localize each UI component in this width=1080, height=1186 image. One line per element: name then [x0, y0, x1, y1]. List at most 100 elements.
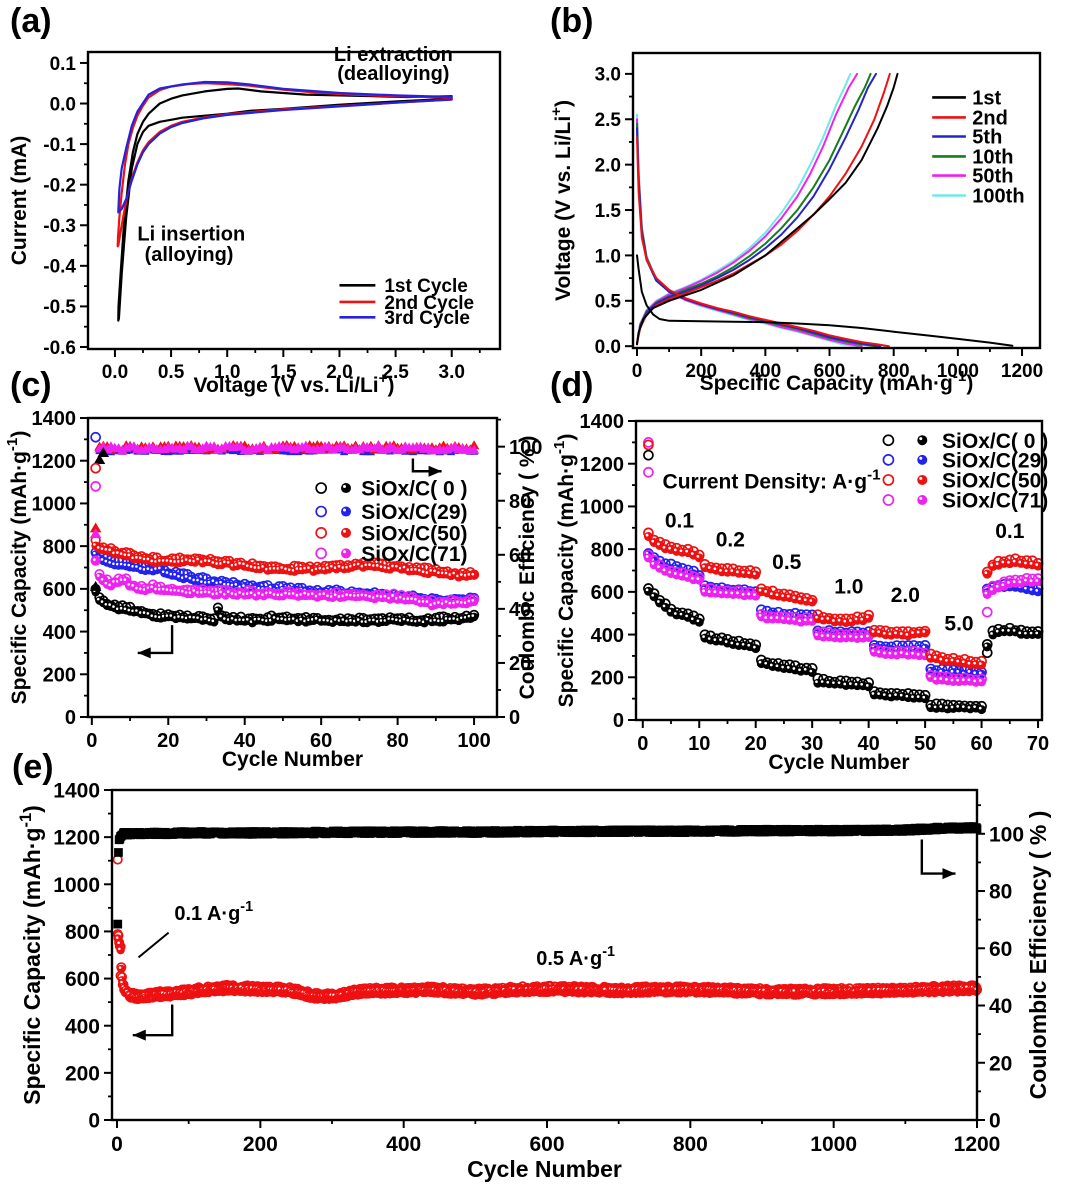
svg-text:SiOx/C(71): SiOx/C(71) — [361, 543, 467, 566]
svg-text:200: 200 — [591, 667, 624, 689]
svg-text:0: 0 — [613, 710, 624, 732]
svg-text:-0.1: -0.1 — [43, 135, 76, 156]
svg-text:80: 80 — [386, 730, 408, 752]
svg-text:Specific Capacity (mAh·g-1​): Specific Capacity (mAh·g-1​) — [16, 805, 45, 1105]
svg-text:Specific Capacity (mAh·g-1​): Specific Capacity (mAh·g-1​) — [700, 368, 974, 395]
svg-text:Voltage (V vs. Li/Li+​): Voltage (V vs. Li/Li+​) — [548, 100, 575, 301]
panel-a-label: (a) — [10, 2, 52, 40]
svg-text:400: 400 — [43, 622, 76, 644]
svg-text:0.5: 0.5 — [595, 292, 622, 313]
svg-text:50th: 50th — [972, 166, 1013, 188]
svg-text:600: 600 — [529, 1133, 564, 1156]
svg-text:600: 600 — [65, 968, 100, 991]
svg-text:1st Cycle: 1st Cycle — [384, 276, 467, 297]
svg-text:1400: 1400 — [32, 408, 77, 430]
svg-text:Current (mA): Current (mA) — [8, 136, 31, 266]
c-axes: 0 20 40 60 80 1000200400600800100012001400020… — [4, 408, 542, 771]
svg-text:Cycle Number: Cycle Number — [222, 748, 363, 771]
svg-text:3rd Cycle: 3rd Cycle — [384, 308, 470, 329]
svg-text:0: 0 — [509, 707, 520, 729]
svg-text:0.0: 0.0 — [595, 337, 621, 358]
svg-text:0.0: 0.0 — [102, 362, 128, 383]
e-series — [112, 822, 983, 1041]
svg-text:600: 600 — [43, 579, 76, 601]
svg-text:Specific Capacity (mAh·g-1​): Specific Capacity (mAh·g-1​) — [4, 431, 31, 705]
panel-d-label: (d) — [550, 366, 594, 404]
svg-text:1000: 1000 — [32, 494, 77, 516]
svg-text:800: 800 — [878, 361, 910, 382]
svg-text:40: 40 — [234, 730, 256, 752]
svg-text:20: 20 — [745, 733, 767, 755]
svg-text:400: 400 — [749, 361, 781, 382]
svg-text:Coulombic Efficiency ( % ): Coulombic Efficiency ( % ) — [516, 436, 539, 700]
svg-text:SiOx/C(50): SiOx/C(50) — [942, 470, 1048, 493]
svg-text:70: 70 — [1027, 733, 1049, 755]
svg-text:0: 0 — [637, 733, 648, 755]
svg-text:20: 20 — [509, 653, 531, 675]
svg-text:Li extraction: Li extraction — [334, 44, 453, 66]
svg-text:400: 400 — [386, 1133, 421, 1156]
svg-text:0: 0 — [111, 1133, 123, 1156]
svg-text:5.0: 5.0 — [944, 613, 973, 636]
svg-text:1200: 1200 — [1001, 361, 1043, 382]
e-axes: 0 200 400 600 800 1000 12000200400600800100012… — [16, 780, 1051, 1182]
svg-text:1st: 1st — [972, 88, 1001, 110]
c-legend: SiOx/C( 0 )SiOx/C(29)SiOx/C(50)SiOx/C(71… — [315, 478, 468, 566]
svg-text:20: 20 — [157, 730, 179, 752]
svg-text:0.0: 0.0 — [50, 94, 76, 115]
svg-text:(alloying): (alloying) — [145, 244, 234, 266]
b-series — [636, 72, 1014, 348]
svg-text:600: 600 — [591, 582, 624, 604]
svg-text:2.0: 2.0 — [326, 362, 352, 383]
svg-text:SiOx/C(50): SiOx/C(50) — [361, 522, 467, 545]
svg-text:200: 200 — [243, 1133, 278, 1156]
d-annotations: Current Density: A·g-1​ 0.1 0.2 0.5 1.0 2.0 5.… — [663, 466, 1025, 635]
svg-text:1200: 1200 — [53, 827, 100, 850]
svg-text:1.5: 1.5 — [595, 201, 622, 222]
svg-text:Specific Capacity (mAh·g-1​): Specific Capacity (mAh·g-1​) — [551, 434, 578, 708]
svg-text:1000: 1000 — [810, 1133, 857, 1156]
svg-text:100th: 100th — [972, 186, 1024, 208]
svg-text:(dealloying): (dealloying) — [337, 63, 449, 85]
svg-text:Li insertion: Li insertion — [137, 224, 245, 246]
svg-text:SiOx/C(29): SiOx/C(29) — [361, 501, 467, 524]
svg-text:-0.6: -0.6 — [43, 338, 76, 359]
svg-text:2.5: 2.5 — [382, 362, 409, 383]
svg-text:1000: 1000 — [53, 874, 100, 897]
svg-text:SiOx/C( 0 ): SiOx/C( 0 ) — [942, 430, 1048, 453]
panel-c-label: (c) — [10, 366, 52, 404]
svg-text:60: 60 — [509, 545, 531, 567]
svg-text:-0.4: -0.4 — [43, 257, 76, 278]
svg-text:200: 200 — [65, 1062, 100, 1085]
svg-text:2nd: 2nd — [972, 108, 1008, 130]
svg-text:10: 10 — [688, 733, 710, 755]
svg-text:2.5: 2.5 — [595, 110, 622, 131]
svg-text:400: 400 — [591, 625, 624, 647]
svg-text:1400: 1400 — [53, 780, 100, 803]
svg-text:40: 40 — [989, 995, 1012, 1018]
svg-text:200: 200 — [43, 664, 76, 686]
svg-text:800: 800 — [43, 536, 76, 558]
svg-text:80: 80 — [989, 881, 1012, 904]
e-annotations: 0.1 A·g-1​0.5 A·g-1​ — [174, 899, 615, 970]
svg-text:30: 30 — [801, 733, 823, 755]
d-axes: 0 10 20 30 40 50 60 70 0 200 400 600 800 1000 1200 1400… — [551, 411, 1049, 774]
svg-text:2.0: 2.0 — [595, 155, 621, 176]
c-series — [89, 431, 480, 659]
svg-text:2.0: 2.0 — [891, 584, 920, 607]
svg-text:1200: 1200 — [580, 454, 625, 476]
svg-text:20: 20 — [989, 1052, 1012, 1075]
svg-text:0.1: 0.1 — [665, 509, 695, 532]
svg-text:0: 0 — [88, 1110, 100, 1133]
svg-text:SiOx/C(71): SiOx/C(71) — [942, 490, 1048, 513]
panel-a-cv-chart: 0.0 0.5 1.0 1.5 2.0 2.5 3.0 0.1 0.0 -0.1 -0.2 -0.3 -… — [8, 44, 502, 397]
svg-text:800: 800 — [673, 1133, 708, 1156]
svg-text:100: 100 — [509, 437, 542, 459]
svg-text:1000: 1000 — [937, 361, 979, 382]
svg-text:60: 60 — [989, 938, 1012, 961]
svg-text:Current Density: A·g-1​: Current Density: A·g-1​ — [663, 466, 881, 493]
svg-text:0.5: 0.5 — [158, 362, 185, 383]
panel-b-voltage-profile-chart: 0 200 400 600 800 1000 1200 0.0 0.5 1.0 1.5 2.0 2.5 3… — [548, 51, 1043, 395]
svg-text:100: 100 — [989, 823, 1024, 846]
svg-text:200: 200 — [685, 361, 717, 382]
